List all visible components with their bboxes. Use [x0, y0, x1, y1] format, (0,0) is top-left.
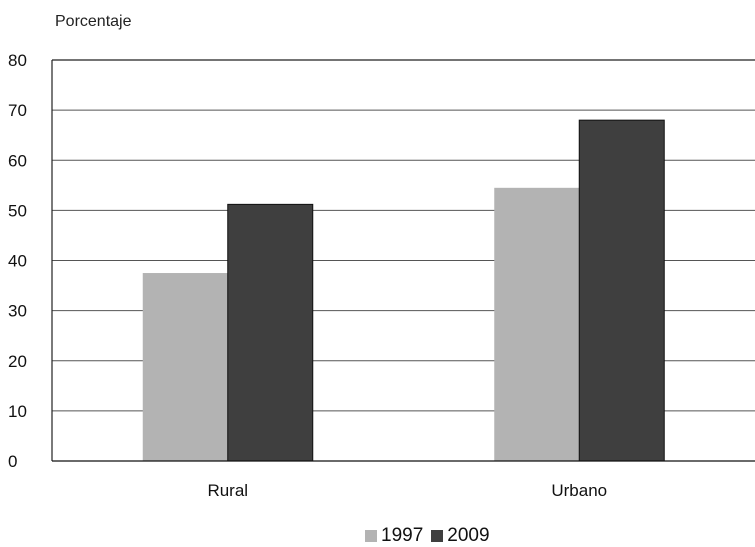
y-tick-label: 80 [8, 51, 27, 70]
y-tick-label: 30 [8, 302, 27, 321]
bar-2009-rural [227, 203, 314, 462]
bar-1997-rural [142, 273, 228, 461]
legend-item-1997: 1997 [365, 525, 423, 547]
x-tick-label: Rural [207, 481, 248, 500]
y-tick-label: 60 [8, 151, 27, 170]
y-tick-label: 10 [8, 402, 27, 421]
y-tick-label: 70 [8, 101, 27, 120]
legend-swatch-2009 [431, 530, 444, 542]
x-tick-label: Urbano [551, 481, 607, 500]
legend-item-2009: 2009 [431, 525, 490, 547]
legend-label-1997: 1997 [381, 525, 424, 546]
y-tick-label: 0 [8, 452, 17, 471]
y-tick-label: 20 [8, 352, 27, 371]
y-tick-label: 50 [8, 201, 27, 220]
legend-swatch-1997 [365, 530, 377, 542]
bar-1997-urbano [494, 187, 580, 461]
y-tick-label: 40 [8, 252, 27, 271]
legend: 1997 2009 [365, 525, 498, 547]
bar-2009-urbano [578, 119, 665, 462]
legend-label-2009: 2009 [447, 525, 490, 546]
y-axis-label: Porcentaje [55, 13, 132, 30]
